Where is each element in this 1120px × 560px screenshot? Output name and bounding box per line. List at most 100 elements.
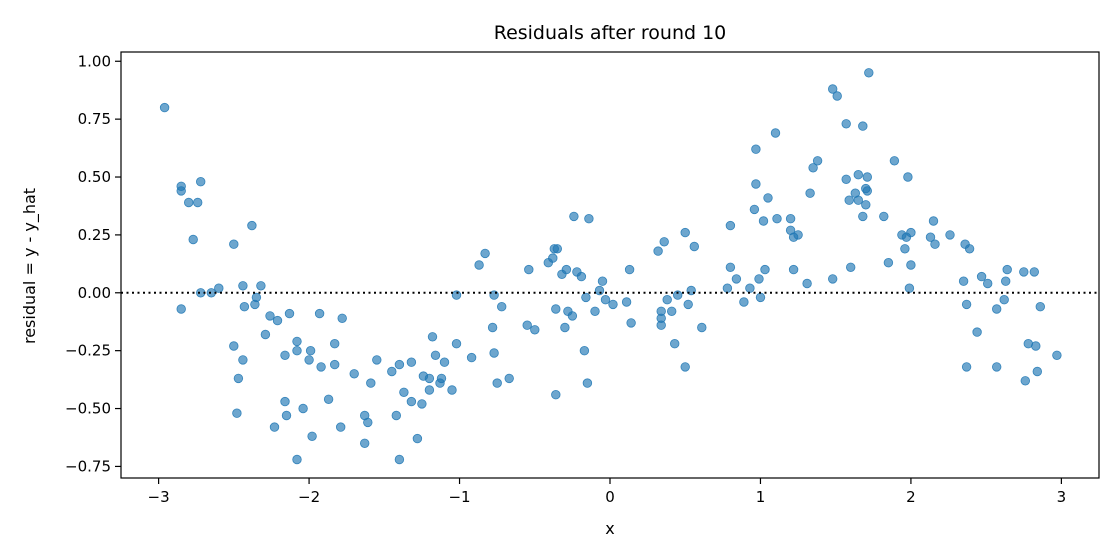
scatter-point-173 — [906, 227, 916, 238]
scatter-point-123 — [722, 283, 733, 293]
scatter-point-80 — [524, 264, 534, 275]
scatter-point-121 — [689, 241, 700, 252]
scatter-point-134 — [758, 216, 769, 226]
x-axis-label: x — [605, 519, 614, 538]
x-tick-label: 3 — [1057, 488, 1067, 506]
x-tick-label: 2 — [906, 488, 916, 506]
scatter-point-51 — [391, 410, 402, 421]
scatter-point-49 — [372, 355, 382, 365]
scatter-point-179 — [958, 276, 969, 286]
scatter-point-130 — [751, 179, 761, 189]
scatter-point-178 — [945, 230, 955, 240]
scatter-point-31 — [292, 346, 302, 356]
scatter-point-77 — [497, 302, 507, 312]
scatter-point-66 — [439, 357, 450, 367]
y-tick-label: −0.75 — [65, 457, 111, 475]
y-tick-label: 0.75 — [78, 110, 111, 128]
scatter-point-122 — [697, 322, 707, 333]
scatter-point-150 — [832, 91, 842, 101]
scatter-point-177 — [930, 239, 940, 249]
scatter-point-167 — [889, 156, 900, 166]
scatter-point-193 — [1020, 376, 1031, 386]
y-axis-ticks: −0.75 −0.50 −0.25 0.00 0.25 0.50 0.75 1.00 — [65, 52, 121, 475]
scatter-point-176 — [928, 216, 939, 226]
scatter-point-85 — [551, 390, 561, 400]
scatter-point-174 — [906, 260, 916, 270]
scatter-point-103 — [600, 295, 611, 305]
scatter-point-131 — [751, 144, 761, 154]
scatter-point-52 — [394, 359, 405, 370]
scatter-point-138 — [772, 213, 782, 224]
scatter-point-128 — [745, 283, 755, 293]
scatter-point-26 — [280, 350, 290, 361]
scatter-point-143 — [793, 230, 803, 240]
scatter-point-21 — [256, 281, 266, 291]
x-tick-label: 0 — [605, 488, 615, 506]
scatter-point-70 — [466, 352, 477, 363]
scatter-point-23 — [265, 311, 275, 321]
scatter-point-144 — [802, 278, 812, 289]
scatter-point-25 — [272, 315, 283, 326]
scatter-point-86 — [551, 304, 561, 314]
scatter-point-189 — [999, 295, 1009, 305]
scatter-point-79 — [522, 320, 532, 330]
scatter-point-2 — [176, 186, 186, 196]
scatter-point-9 — [206, 288, 217, 298]
scatter-point-126 — [731, 274, 742, 284]
scatter-point-152 — [841, 119, 851, 129]
scatter-point-137 — [770, 128, 781, 138]
scatter-point-165 — [879, 211, 889, 222]
scatter-point-184 — [972, 327, 982, 337]
scatter-point-187 — [992, 304, 1002, 314]
scatter-point-24 — [269, 422, 280, 432]
scatter-point-43 — [337, 313, 347, 324]
scatter-point-100 — [590, 306, 600, 317]
scatter-point-163 — [862, 186, 873, 196]
scatter-point-182 — [961, 362, 972, 372]
scatter-point-30 — [292, 336, 302, 347]
scatter-point-102 — [597, 276, 608, 286]
scatter-point-112 — [659, 237, 669, 247]
scatter-point-175 — [925, 232, 936, 242]
scatter-point-154 — [846, 262, 856, 273]
scatter-point-29 — [284, 308, 295, 319]
y-tick-label: 0.25 — [78, 226, 111, 244]
scatter-point-114 — [667, 306, 677, 317]
scatter-point-162 — [862, 172, 873, 182]
x-tick-label: −1 — [448, 488, 470, 506]
scatter-point-125 — [725, 262, 736, 273]
scatter-point-41 — [330, 339, 340, 349]
scatter-point-34 — [304, 355, 314, 365]
scatter-point-116 — [673, 290, 683, 300]
scatter-point-40 — [330, 359, 340, 370]
scatter-point-136 — [763, 193, 773, 203]
scatter-point-63 — [430, 350, 441, 361]
scatter-point-87 — [552, 244, 563, 254]
scatter-point-48 — [366, 378, 376, 388]
scatter-point-22 — [260, 329, 271, 340]
scatter-point-35 — [305, 346, 316, 356]
scatter-point-101 — [594, 285, 605, 296]
scatter-point-17 — [239, 302, 250, 312]
scatter-point-105 — [621, 297, 632, 307]
scatter-point-10 — [214, 283, 224, 293]
scatter-point-39 — [323, 394, 334, 405]
scatter-point-186 — [983, 278, 993, 289]
scatter-point-28 — [281, 410, 292, 421]
scatter-point-98 — [582, 378, 593, 388]
scatter-point-74 — [489, 348, 499, 358]
scatter-point-7 — [195, 176, 206, 187]
scatter-point-72 — [480, 248, 490, 259]
scatter-point-0 — [159, 102, 170, 113]
scatter-point-58 — [417, 399, 427, 409]
scatter-point-15 — [238, 281, 248, 291]
scatter-point-197 — [1032, 366, 1043, 377]
scatter-point-62 — [427, 332, 438, 342]
scatter-point-33 — [298, 403, 308, 414]
scatter-point-147 — [812, 156, 823, 166]
scatter-point-53 — [394, 454, 405, 465]
scatter-point-151 — [841, 174, 851, 185]
scatter-point-106 — [624, 264, 635, 275]
points-layer — [159, 68, 1062, 465]
